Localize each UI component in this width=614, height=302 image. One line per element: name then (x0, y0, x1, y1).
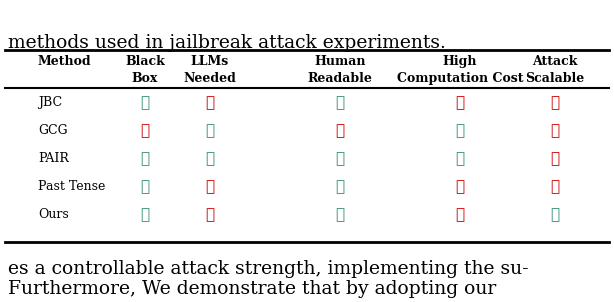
Text: ✓: ✓ (335, 152, 344, 166)
Text: Attack: Attack (532, 55, 578, 68)
Text: PAIR: PAIR (38, 152, 69, 165)
Text: Needed: Needed (184, 72, 236, 85)
Text: GCG: GCG (38, 124, 68, 137)
Text: ✗: ✗ (456, 180, 465, 194)
Text: ✗: ✗ (550, 124, 559, 138)
Text: Scalable: Scalable (526, 72, 585, 85)
Text: ✓: ✓ (456, 152, 465, 166)
Text: ✗: ✗ (550, 96, 559, 110)
Text: ✗: ✗ (335, 124, 344, 138)
Text: Furthermore, We demonstrate that by adopting our: Furthermore, We demonstrate that by adop… (8, 280, 496, 298)
Text: ✓: ✓ (335, 96, 344, 110)
Text: Black: Black (125, 55, 165, 68)
Text: High: High (443, 55, 477, 68)
Text: ✗: ✗ (456, 96, 465, 110)
Text: ✓: ✓ (141, 152, 150, 166)
Text: Computation Cost: Computation Cost (397, 72, 523, 85)
Text: ✗: ✗ (206, 180, 214, 194)
Text: ✓: ✓ (141, 96, 150, 110)
Text: ✓: ✓ (206, 152, 214, 166)
Text: ✓: ✓ (335, 208, 344, 222)
Text: JBC: JBC (38, 96, 62, 109)
Text: ✗: ✗ (550, 180, 559, 194)
Text: Ours: Ours (38, 208, 69, 221)
Text: LLMs: LLMs (191, 55, 229, 68)
Text: ✓: ✓ (456, 124, 465, 138)
Text: methods used in jailbreak attack experiments.: methods used in jailbreak attack experim… (8, 34, 446, 52)
Text: Human: Human (314, 55, 366, 68)
Text: ✗: ✗ (141, 124, 150, 138)
Text: ✓: ✓ (550, 208, 559, 222)
Text: Box: Box (132, 72, 158, 85)
Text: ✗: ✗ (550, 152, 559, 166)
Text: ✓: ✓ (141, 180, 150, 194)
Text: Method: Method (38, 55, 91, 68)
Text: ✓: ✓ (141, 208, 150, 222)
Text: ✗: ✗ (456, 208, 465, 222)
Text: ✓: ✓ (335, 180, 344, 194)
Text: ✓: ✓ (206, 124, 214, 138)
Text: es a controllable attack strength, implementing the su-: es a controllable attack strength, imple… (8, 260, 529, 278)
Text: Past Tense: Past Tense (38, 180, 106, 193)
Text: Readable: Readable (308, 72, 373, 85)
Text: ✗: ✗ (206, 208, 214, 222)
Text: ✗: ✗ (206, 96, 214, 110)
